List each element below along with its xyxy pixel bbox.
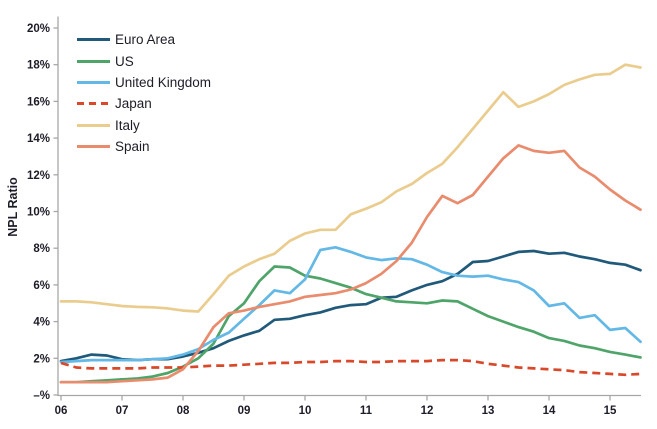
y-tick-label-16: 16% [27,96,50,108]
y-tick-label-18: 18% [27,60,50,72]
legend-swatch-united-kingdom-icon [77,80,110,84]
y-tick-label-–: –% [33,390,50,402]
legend-swatch-us-icon [77,59,110,63]
x-tick-label-06: 06 [55,405,68,417]
x-tick-label-14: 14 [543,405,556,417]
y-tick-label-12: 12% [27,170,50,182]
legend: Euro Area US United Kingdom Japan Italy … [77,29,211,157]
legend-label-spain: Spain [115,139,150,155]
legend-row-spain: Spain [77,136,211,157]
y-tick-label-8: 8% [33,243,50,255]
x-tick-label-13: 13 [482,405,495,417]
x-tick-label-10: 10 [299,405,312,417]
legend-row-us: US [77,50,211,71]
series-line-us [59,265,642,384]
legend-row-united-kingdom: United Kingdom [77,72,211,93]
legend-label-euro-area: Euro Area [115,32,176,48]
legend-swatch-euro-area-icon [77,38,110,42]
y-tick-label-4: 4% [33,317,50,329]
x-tick-label-11: 11 [360,405,373,417]
legend-swatch-italy-icon [77,123,110,127]
series-line-spain [59,144,642,384]
legend-row-japan: Japan [77,93,211,114]
legend-swatch-japan-icon [77,102,110,106]
legend-row-italy: Italy [77,115,211,136]
x-tick-label-07: 07 [116,405,129,417]
x-tick-label-09: 09 [238,405,251,417]
series-line-united-kingdom [59,245,642,364]
x-tick-label-15: 15 [604,405,617,417]
legend-label-us: US [115,53,134,69]
series-line-japan [60,358,641,377]
x-tick-label-08: 08 [177,405,190,417]
y-tick-label-6: 6% [33,280,50,292]
legend-label-japan: Japan [115,96,152,112]
y-tick-label-20: 20% [27,23,50,35]
y-tick-label-14: 14% [27,133,50,145]
legend-label-united-kingdom: United Kingdom [115,74,212,90]
series-line-italy [59,63,642,313]
y-tick-label-2: 2% [33,353,50,365]
legend-row-euro-area: Euro Area [77,29,211,50]
y-axis-title: NPL Ratio [6,177,20,237]
legend-swatch-spain-icon [77,145,110,149]
legend-label-italy: Italy [115,117,140,133]
x-tick-label-12: 12 [421,405,434,417]
y-tick-label-10: 10% [27,207,50,219]
